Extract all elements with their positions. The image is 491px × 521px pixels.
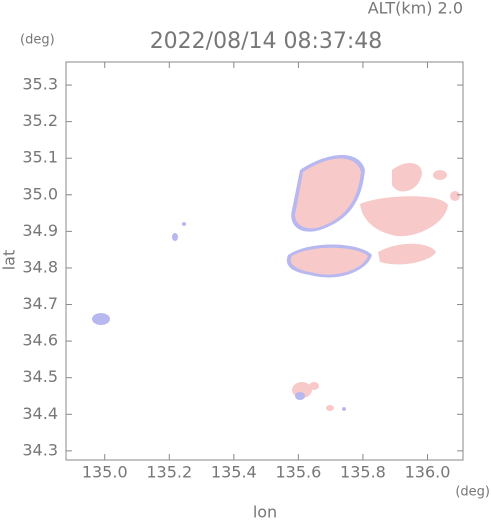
x-tick-label: 135.6 <box>275 463 321 482</box>
echo-field <box>92 155 460 411</box>
y-tick-label: 34.3 <box>22 440 58 459</box>
y-tick-label: 35.3 <box>22 75 58 94</box>
y-tick-label: 34.9 <box>22 221 58 240</box>
x-unit: (deg) <box>455 485 490 500</box>
x-tick-label: 136.0 <box>405 463 451 482</box>
chart-title: 2022/08/14 08:37:48 <box>150 29 383 54</box>
y-tick-label: 35.1 <box>22 148 58 167</box>
y-tick-label: 34.4 <box>22 404 58 423</box>
x-tick-label: 135.4 <box>211 463 257 482</box>
y-axis-label: lat <box>0 250 19 271</box>
x-tick-label: 135.2 <box>146 463 192 482</box>
y-tick-label: 35.2 <box>22 111 58 130</box>
y-tick-label: 34.7 <box>22 294 58 313</box>
y-tick-label: 34.8 <box>22 257 58 276</box>
x-tick-label: 135.0 <box>82 463 128 482</box>
y-tick-label: 34.6 <box>22 331 58 350</box>
y-unit: (deg) <box>20 33 55 48</box>
plot-frame <box>65 61 464 461</box>
y-tick-label: 35.0 <box>22 184 58 203</box>
y-tick-label: 34.5 <box>22 367 58 386</box>
altitude-label: ALT(km) 2.0 <box>368 0 463 18</box>
x-tick-label: 135.8 <box>340 463 386 482</box>
x-axis-label: lon <box>253 503 277 521</box>
